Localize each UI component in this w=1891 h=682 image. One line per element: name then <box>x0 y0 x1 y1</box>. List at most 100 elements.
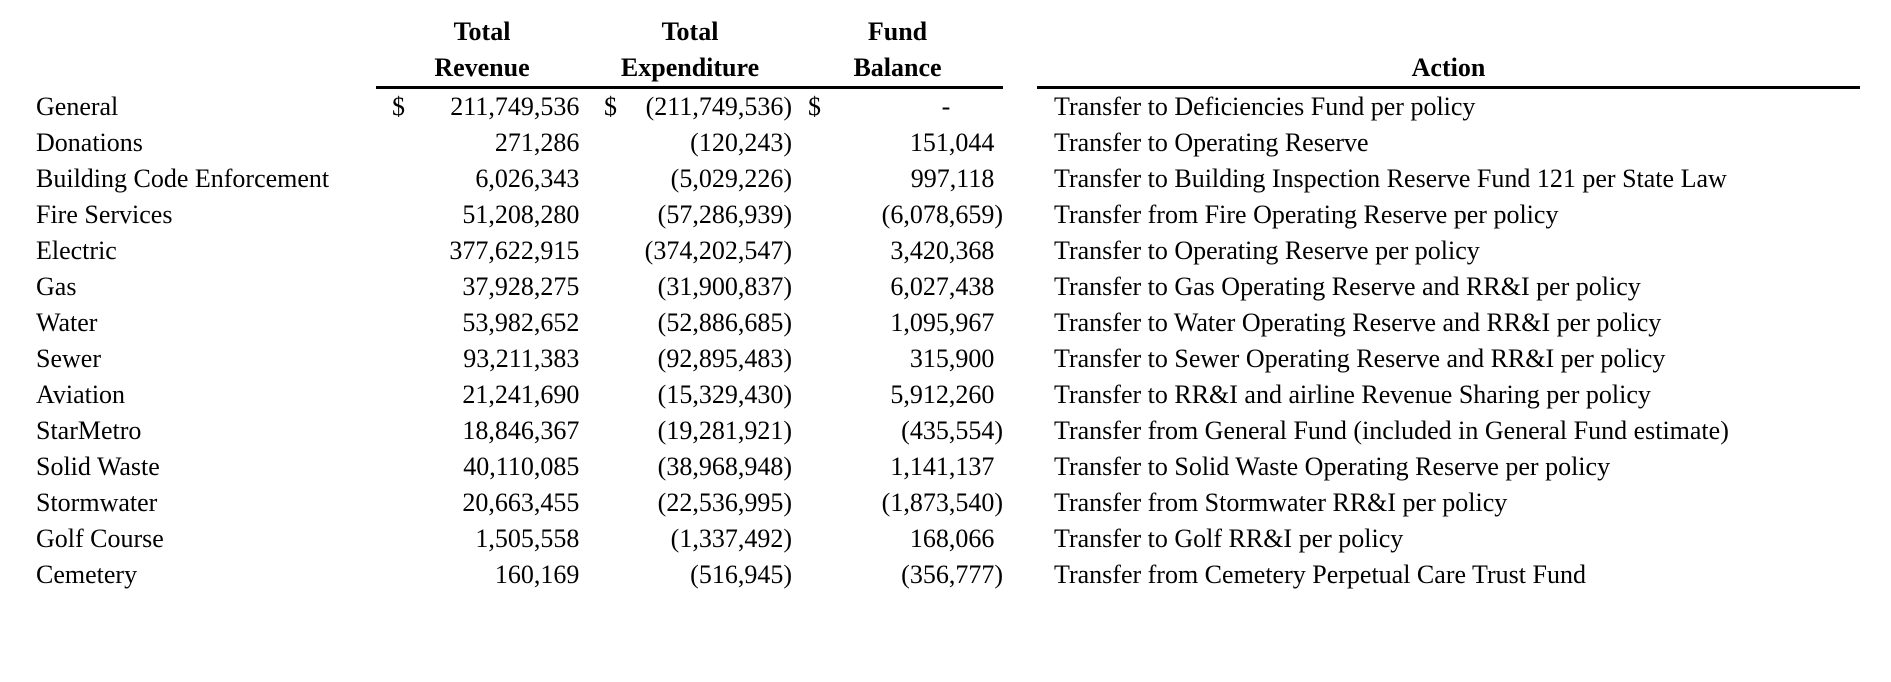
table-row: Cemetery 160,169) (516,945) (356,777) Transf… <box>36 557 1891 593</box>
action-text: Transfer to Building Inspection Reserve … <box>1054 164 1727 193</box>
total-expenditure-cell: (22,536,995) <box>588 485 792 521</box>
currency-symbol: $ <box>808 92 821 121</box>
fund-balance-value: 1,095,967) <box>890 308 995 337</box>
total-expenditure-cell: (374,202,547) <box>588 233 792 269</box>
currency-symbol: $ <box>392 92 405 121</box>
total-expenditure-value: (5,029,226) <box>670 164 792 193</box>
table-row: Sewer 93,211,383) (92,895,483) 315,900) Tran… <box>36 341 1891 377</box>
total-expenditure-cell: (52,886,685) <box>588 305 792 341</box>
fund-name: Building Code Enforcement <box>36 164 330 193</box>
fund-name: Gas <box>36 272 77 301</box>
total-expenditure-cell: (1,337,492) <box>588 521 792 557</box>
action-text: Transfer to Operating Reserve <box>1054 128 1369 157</box>
fund-name: Stormwater <box>36 488 158 517</box>
table-row: Stormwater 20,663,455) (22,536,995) (1,873,… <box>36 485 1891 521</box>
total-expenditure-value: (38,968,948) <box>657 452 792 481</box>
fund-balance-value: (356,777) <box>901 560 1003 589</box>
fund-balance-cell: (1,873,540) <box>792 485 1003 521</box>
fund-balance-cell: 1,141,137) <box>792 449 1003 485</box>
action-text: Transfer to Golf RR&I per policy <box>1054 524 1404 553</box>
total-revenue-value: 51,208,280) <box>462 200 580 229</box>
total-revenue-value: 1,505,558) <box>475 524 580 553</box>
action-text: Transfer to Gas Operating Reserve and RR… <box>1054 272 1641 301</box>
total-expenditure-cell: (120,243) <box>588 125 792 161</box>
action-text: Transfer from Cemetery Perpetual Care Tr… <box>1054 560 1586 589</box>
fund-balance-cell: $ -) <box>792 89 1003 125</box>
total-expenditure-value: (52,886,685) <box>657 308 792 337</box>
total-expenditure-cell: (516,945) <box>588 557 792 593</box>
total-revenue-header-line2: Revenue <box>434 53 530 82</box>
action-text: Transfer to Deficiencies Fund per policy <box>1054 92 1476 121</box>
table-row: StarMetro 18,846,367) (19,281,921) (435,554… <box>36 413 1891 449</box>
fund-balance-cell: 151,044) <box>792 125 1003 161</box>
total-expenditure-value: (374,202,547) <box>644 236 792 265</box>
total-revenue-value: 271,286) <box>494 128 580 157</box>
total-revenue-cell: 37,928,275) <box>376 269 588 305</box>
total-revenue-cell: 18,846,367) <box>376 413 588 449</box>
action-header-group: Action <box>1037 14 1860 89</box>
fund-balance-header-line2: Balance <box>853 53 942 82</box>
fund-balance-value: 315,900) <box>909 344 995 373</box>
total-expenditure-value: (211,749,536) <box>645 92 792 121</box>
action-text: Transfer from Fire Operating Reserve per… <box>1054 200 1559 229</box>
fund-balance-cell: 3,420,368) <box>792 233 1003 269</box>
total-expenditure-value: (57,286,939) <box>657 200 792 229</box>
fund-balance-value: (1,873,540) <box>881 488 1003 517</box>
fund-balance-cell: 997,118) <box>792 161 1003 197</box>
total-expenditure-cell: (31,900,837) <box>588 269 792 305</box>
total-expenditure-value: (22,536,995) <box>657 488 792 517</box>
total-revenue-value: 18,846,367) <box>462 416 580 445</box>
table-row: Golf Course 1,505,558) (1,337,492) 168,066)… <box>36 521 1891 557</box>
table-row: Gas 37,928,275) (31,900,837) 6,027,438) Tran… <box>36 269 1891 305</box>
action-text: Transfer to Operating Reserve per policy <box>1054 236 1480 265</box>
action-header-blank-line <box>1037 14 1860 50</box>
fund-name: Electric <box>36 236 117 265</box>
fund-name: Cemetery <box>36 560 138 589</box>
fund-name: Golf Course <box>36 524 164 553</box>
total-revenue-cell: 51,208,280) <box>376 197 588 233</box>
total-revenue-value: 93,211,383) <box>463 344 580 373</box>
total-expenditure-cell: (19,281,921) <box>588 413 792 449</box>
total-revenue-cell: 93,211,383) <box>376 341 588 377</box>
fund-name: Fire Services <box>36 200 173 229</box>
total-revenue-value: 53,982,652) <box>462 308 580 337</box>
total-expenditure-value: (1,337,492) <box>670 524 792 553</box>
fund-balance-value: 168,066) <box>909 524 995 553</box>
total-revenue-value: 37,928,275) <box>462 272 580 301</box>
fund-balance-cell: 315,900) <box>792 341 1003 377</box>
total-revenue-value: 40,110,085) <box>463 452 580 481</box>
total-expenditure-cell: $ (211,749,536) <box>588 89 792 125</box>
table-row: General$211,749,536)$(211,749,536)$-)Tra… <box>36 89 1891 125</box>
total-expenditure-header-line1: Total <box>661 17 719 46</box>
fund-balance-cell: 1,095,967) <box>792 305 1003 341</box>
fund-balance-header-line1: Fund <box>867 17 928 46</box>
total-revenue-value: 160,169) <box>494 560 580 589</box>
action-text: Transfer to Water Operating Reserve and … <box>1054 308 1662 337</box>
currency-symbol: $ <box>604 92 617 121</box>
fund-balance-value: 6,027,438) <box>890 272 995 301</box>
fund-balance-value: 1,141,137) <box>890 452 995 481</box>
action-text: Transfer to Sewer Operating Reserve and … <box>1054 344 1666 373</box>
fund-balance-cell: 6,027,438) <box>792 269 1003 305</box>
total-revenue-cell: 20,663,455) <box>376 485 588 521</box>
total-revenue-cell: $211,749,536) <box>376 89 588 125</box>
total-expenditure-value: (516,945) <box>690 560 792 589</box>
total-expenditure-value: (19,281,921) <box>657 416 792 445</box>
total-expenditure-cell: (5,029,226) <box>588 161 792 197</box>
table-row: Solid Waste 40,110,085) (38,968,948) 1,141,… <box>36 449 1891 485</box>
action-text: Transfer to Solid Waste Operating Reserv… <box>1054 452 1611 481</box>
fund-balance-cell: (356,777) <box>792 557 1003 593</box>
total-revenue-cell: 53,982,652) <box>376 305 588 341</box>
total-revenue-cell: 271,286) <box>376 125 588 161</box>
fund-balance-cell: 5,912,260) <box>792 377 1003 413</box>
table-row: Electric 377,622,915) (374,202,547) 3,420,3… <box>36 233 1891 269</box>
fund-name: Solid Waste <box>36 452 160 481</box>
fund-summary-table: Total Total Fund Revenue Expenditure Bal… <box>36 14 1891 593</box>
action-header: Action <box>1411 53 1486 82</box>
fund-balance-cell: (435,554) <box>792 413 1003 449</box>
total-revenue-cell: 160,169) <box>376 557 588 593</box>
total-revenue-value: 6,026,343) <box>475 164 580 193</box>
fund-balance-value: (435,554) <box>901 416 1003 445</box>
total-expenditure-value: (31,900,837) <box>657 272 792 301</box>
